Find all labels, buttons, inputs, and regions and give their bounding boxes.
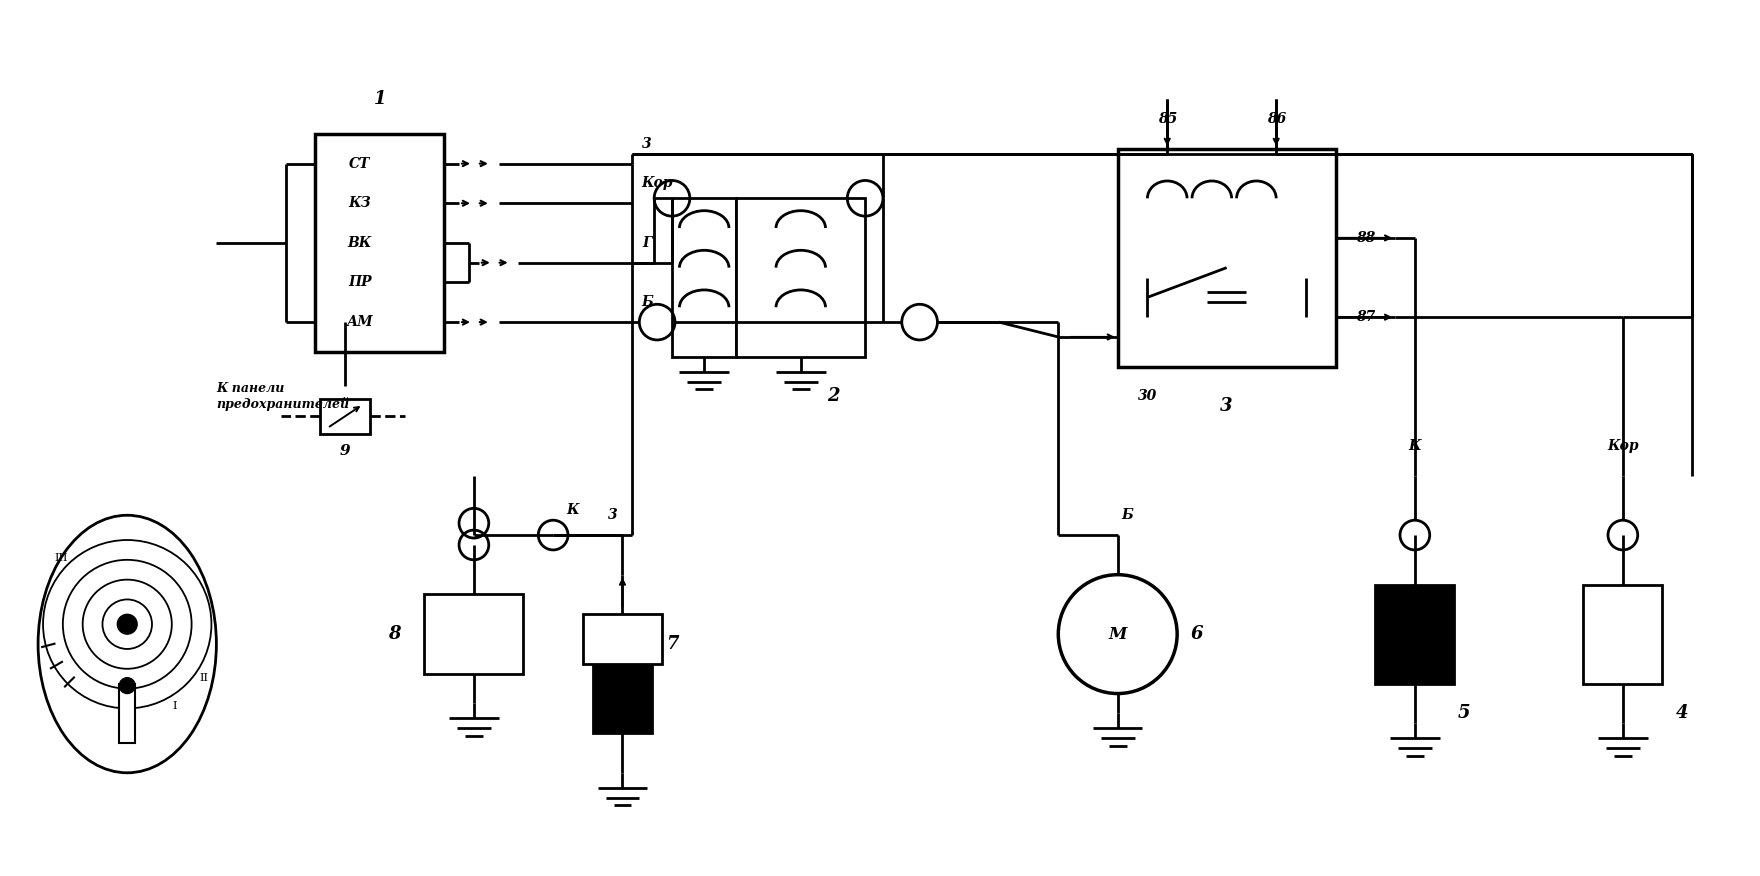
Text: 88: 88 — [1355, 231, 1375, 245]
Text: СТ: СТ — [348, 157, 371, 171]
Text: 3: 3 — [607, 508, 618, 522]
Text: 2: 2 — [827, 387, 840, 406]
Text: 6: 6 — [1192, 625, 1204, 643]
Text: 87: 87 — [1355, 310, 1375, 324]
Text: 5: 5 — [1457, 704, 1471, 723]
Text: К: К — [567, 504, 579, 518]
Bar — [672, 198, 736, 357]
Text: 9: 9 — [340, 444, 350, 458]
Text: 3: 3 — [1220, 398, 1234, 415]
Text: ПР: ПР — [348, 275, 371, 289]
Text: 4: 4 — [1676, 704, 1688, 723]
Text: I: I — [172, 701, 176, 710]
Text: КЗ: КЗ — [348, 196, 371, 210]
Text: 86: 86 — [1267, 112, 1287, 126]
Text: АМ: АМ — [347, 315, 373, 329]
Bar — [1118, 149, 1336, 367]
Text: II: II — [201, 673, 209, 683]
Text: К панели
предохранителей: К панели предохранителей — [216, 382, 350, 411]
Text: Б: Б — [1121, 508, 1133, 522]
Text: 3: 3 — [642, 137, 651, 151]
Text: Б: Б — [641, 295, 653, 309]
Bar — [1375, 584, 1454, 683]
Circle shape — [120, 678, 136, 694]
Text: Кор: Кор — [1607, 439, 1639, 453]
Bar — [1584, 584, 1663, 683]
Text: 85: 85 — [1158, 112, 1177, 126]
Text: 1: 1 — [373, 90, 385, 109]
Text: К: К — [1408, 439, 1420, 453]
Text: 8: 8 — [389, 625, 401, 643]
Text: 7: 7 — [665, 635, 678, 653]
Text: ВК: ВК — [348, 236, 371, 250]
Bar — [583, 614, 662, 664]
Bar — [736, 198, 866, 357]
Text: 30: 30 — [1137, 390, 1156, 404]
Text: Кор: Кор — [641, 176, 672, 190]
Text: Г: Г — [642, 236, 651, 250]
Bar — [315, 134, 444, 352]
Text: III: III — [55, 553, 67, 562]
Bar — [593, 664, 653, 733]
Text: М: М — [1109, 625, 1126, 643]
Circle shape — [118, 614, 137, 634]
Bar — [424, 595, 523, 674]
Bar — [320, 399, 370, 434]
Bar — [120, 683, 136, 743]
